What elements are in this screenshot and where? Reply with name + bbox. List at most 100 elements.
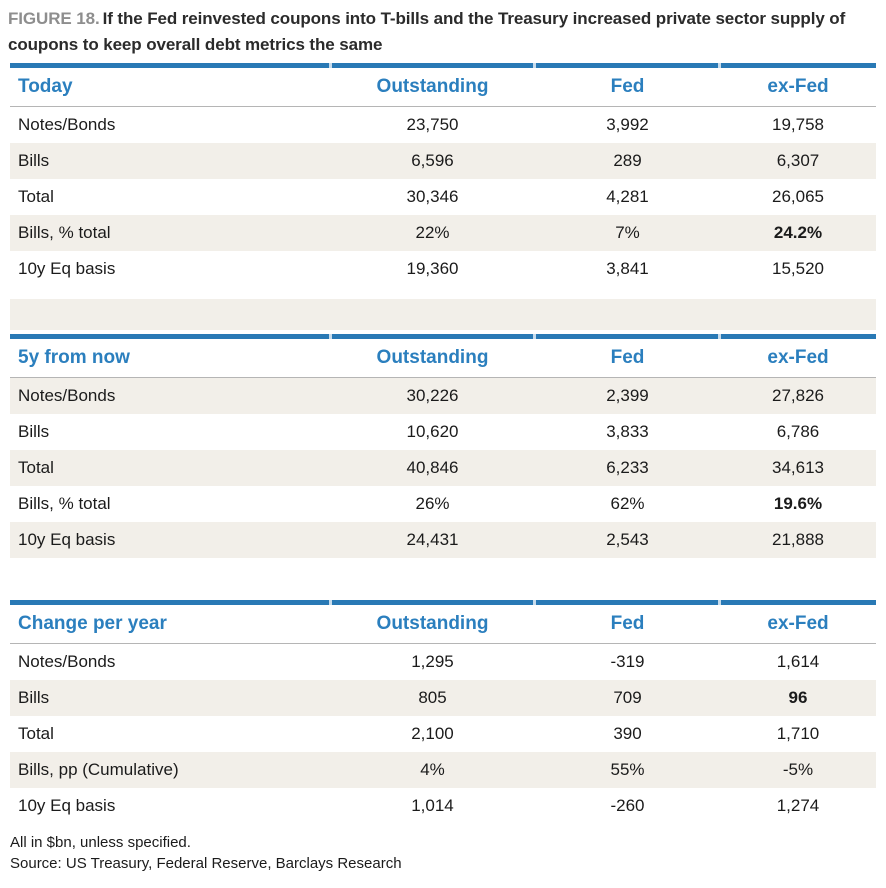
cell-fed: 289 <box>613 151 642 170</box>
table-title: 5y from now <box>18 347 130 368</box>
cell-fed: -260 <box>610 796 645 815</box>
row-label: Bills, % total <box>18 494 111 513</box>
cell-outstanding: 19,360 <box>406 259 459 278</box>
cell-exfed: 96 <box>788 688 808 707</box>
table-row: Notes/Bonds 1,295 -319 1,614 <box>10 644 876 680</box>
col-header-outstanding: Outstanding <box>376 613 489 634</box>
footnote-source: Source: US Treasury, Federal Reserve, Ba… <box>10 855 402 872</box>
table-row: Total 30,346 4,281 26,065 <box>10 179 876 215</box>
table-body: Notes/Bonds 23,750 3,992 19,758 Bills 6,… <box>10 107 876 287</box>
table-row: Bills, % total 26% 62% 19.6% <box>10 486 876 522</box>
cell-fed: 2,399 <box>606 386 649 405</box>
table-row: Bills, % total 22% 7% 24.2% <box>10 215 876 251</box>
table-row: 10y Eq basis 1,014 -260 1,274 <box>10 788 876 824</box>
table-row: Bills 805 709 96 <box>10 680 876 716</box>
table-row: Total 2,100 390 1,710 <box>10 716 876 752</box>
cell-exfed: 26,065 <box>772 187 824 206</box>
col-header-fed: Fed <box>610 347 645 368</box>
cell-fed: 6,233 <box>606 458 649 477</box>
cell-fed: 3,841 <box>606 259 649 278</box>
row-label: Bills <box>18 422 50 441</box>
spacer-shaded-row <box>10 299 876 330</box>
cell-outstanding: 805 <box>418 688 447 707</box>
cell-fed: -319 <box>610 652 645 671</box>
cell-exfed: 34,613 <box>772 458 824 477</box>
cell-exfed: 19.6% <box>773 494 823 513</box>
row-label: 10y Eq basis <box>18 530 116 549</box>
footnote-units: All in $bn, unless specified. <box>10 834 191 851</box>
col-header-outstanding: Outstanding <box>376 76 489 97</box>
cell-fed: 709 <box>613 688 642 707</box>
cell-exfed: 6,786 <box>776 422 820 441</box>
table-row: Notes/Bonds 23,750 3,992 19,758 <box>10 107 876 143</box>
figure-label: FIGURE 18. <box>8 9 100 28</box>
table-today: Today Outstanding Fed ex-Fed Notes/Bonds… <box>10 63 876 287</box>
cell-exfed: 27,826 <box>772 386 824 405</box>
table-title: Today <box>18 76 73 97</box>
table-header-row: 5y from now Outstanding Fed ex-Fed <box>10 339 876 378</box>
table-title: Change per year <box>18 613 167 634</box>
cell-fed: 55% <box>610 760 645 779</box>
cell-outstanding: 1,295 <box>411 652 454 671</box>
cell-fed: 2,543 <box>606 530 649 549</box>
cell-exfed: 15,520 <box>772 259 824 278</box>
row-label: Bills, % total <box>18 223 111 242</box>
cell-outstanding: 10,620 <box>406 422 459 441</box>
cell-fed: 3,833 <box>606 422 649 441</box>
col-header-exfed: ex-Fed <box>767 76 829 97</box>
table-top-border <box>10 600 876 605</box>
row-label: Total <box>18 724 54 743</box>
row-label: Notes/Bonds <box>18 386 116 405</box>
row-label: 10y Eq basis <box>18 259 116 278</box>
cell-exfed: 19,758 <box>772 115 824 134</box>
footnotes: All in $bn, unless specified. Source: US… <box>10 832 876 874</box>
cell-outstanding: 26% <box>415 494 450 513</box>
cell-outstanding: 1,014 <box>411 796 454 815</box>
col-header-fed: Fed <box>610 613 645 634</box>
cell-outstanding: 22% <box>415 223 450 242</box>
col-header-exfed: ex-Fed <box>767 347 829 368</box>
table-header-row: Today Outstanding Fed ex-Fed <box>10 68 876 107</box>
row-label: Bills <box>18 151 50 170</box>
cell-outstanding: 40,846 <box>406 458 459 477</box>
cell-fed: 390 <box>613 724 642 743</box>
col-header-outstanding: Outstanding <box>376 347 489 368</box>
cell-outstanding: 30,346 <box>406 187 459 206</box>
row-label: Bills, pp (Cumulative) <box>18 760 179 779</box>
spacer <box>0 558 886 600</box>
cell-exfed: 1,274 <box>776 796 820 815</box>
spacer <box>0 287 886 299</box>
cell-exfed: 6,307 <box>776 151 820 170</box>
table-row: Notes/Bonds 30,226 2,399 27,826 <box>10 378 876 414</box>
cell-outstanding: 6,596 <box>411 151 454 170</box>
table-row: 10y Eq basis 19,360 3,841 15,520 <box>10 251 876 287</box>
table-body: Notes/Bonds 30,226 2,399 27,826 Bills 10… <box>10 378 876 558</box>
cell-exfed: 21,888 <box>772 530 824 549</box>
row-label: Total <box>18 458 54 477</box>
cell-outstanding: 30,226 <box>406 386 459 405</box>
cell-exfed: -5% <box>782 760 814 779</box>
table-5y-from-now: 5y from now Outstanding Fed ex-Fed Notes… <box>10 334 876 558</box>
row-label: Notes/Bonds <box>18 115 116 134</box>
cell-exfed: 1,614 <box>776 652 820 671</box>
table-row: Bills, pp (Cumulative) 4% 55% -5% <box>10 752 876 788</box>
row-label: 10y Eq basis <box>18 796 116 815</box>
figure-title-text: If the Fed reinvested coupons into T-bil… <box>8 9 846 54</box>
table-body: Notes/Bonds 1,295 -319 1,614 Bills 805 7… <box>10 644 876 824</box>
table-top-border <box>10 334 876 339</box>
table-top-border <box>10 63 876 68</box>
cell-fed: 4,281 <box>606 187 649 206</box>
row-label: Notes/Bonds <box>18 652 116 671</box>
col-header-exfed: ex-Fed <box>767 613 829 634</box>
cell-outstanding: 2,100 <box>411 724 454 743</box>
cell-outstanding: 4% <box>420 760 445 779</box>
table-row: Bills 10,620 3,833 6,786 <box>10 414 876 450</box>
table-row: 10y Eq basis 24,431 2,543 21,888 <box>10 522 876 558</box>
cell-outstanding: 23,750 <box>406 115 459 134</box>
table-header-row: Change per year Outstanding Fed ex-Fed <box>10 605 876 644</box>
cell-exfed: 1,710 <box>776 724 820 743</box>
cell-fed: 62% <box>610 494 645 513</box>
row-label: Total <box>18 187 54 206</box>
table-change-per-year: Change per year Outstanding Fed ex-Fed N… <box>10 600 876 824</box>
cell-outstanding: 24,431 <box>406 530 459 549</box>
